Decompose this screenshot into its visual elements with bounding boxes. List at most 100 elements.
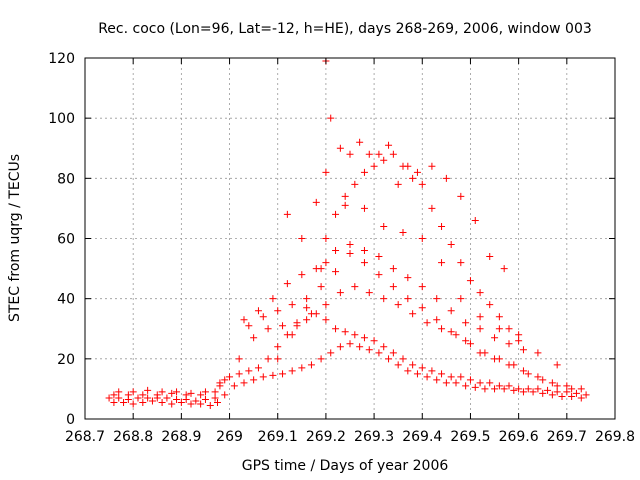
x-tick-label: 269 [216, 429, 243, 445]
data-point [385, 355, 393, 363]
data-point [433, 376, 441, 384]
data-point [582, 391, 590, 399]
data-point [279, 370, 287, 378]
data-point [524, 370, 532, 378]
data-points [105, 57, 590, 409]
data-point [466, 340, 474, 348]
data-point [413, 168, 421, 176]
data-point [298, 271, 306, 279]
data-point [124, 391, 132, 399]
data-point [519, 346, 527, 354]
data-point [486, 253, 494, 261]
data-point [413, 370, 421, 378]
data-point [457, 192, 465, 200]
data-point [428, 162, 436, 170]
data-point [380, 222, 388, 230]
data-point [332, 325, 340, 333]
x-tick-label: 269.3 [354, 429, 394, 445]
data-point [336, 289, 344, 297]
x-axis-label: GPS time / Days of year 2006 [242, 458, 449, 474]
data-point [385, 141, 393, 149]
x-tick-labels: 268.7 268.8 268.9 269 269.1 269.2 269.3 269.4 26… [65, 429, 635, 445]
data-point [336, 343, 344, 351]
data-point [529, 388, 537, 396]
data-point [245, 367, 253, 375]
data-point [341, 328, 349, 336]
data-point [389, 150, 397, 158]
data-point [346, 250, 354, 258]
x-tick-label: 269.5 [450, 429, 490, 445]
data-point [428, 367, 436, 375]
data-point [226, 373, 234, 381]
data-point [158, 388, 166, 396]
data-point [360, 168, 368, 176]
data-point [577, 385, 585, 393]
data-point [563, 382, 571, 390]
data-point [442, 174, 450, 182]
data-point [438, 222, 446, 230]
data-point [322, 168, 330, 176]
data-point [524, 385, 532, 393]
data-point [214, 398, 221, 406]
data-point [235, 370, 243, 378]
data-point [211, 388, 219, 396]
data-point [428, 204, 436, 212]
data-point [409, 361, 417, 369]
data-point [341, 192, 349, 200]
data-point [394, 180, 402, 188]
data-point [491, 355, 499, 363]
data-point [153, 391, 161, 399]
data-point [269, 371, 277, 379]
axis-ticks [84, 57, 616, 420]
data-point [370, 337, 378, 345]
y-tick-label: 60 [57, 232, 75, 248]
data-point [192, 397, 200, 405]
data-point [491, 385, 499, 393]
data-point [322, 301, 330, 309]
data-point [577, 394, 585, 402]
data-point [173, 388, 181, 396]
data-point [346, 150, 354, 158]
data-point [139, 398, 147, 406]
data-point [404, 367, 412, 375]
data-point [351, 331, 359, 339]
x-tick-label: 269.1 [258, 429, 298, 445]
data-point [452, 331, 460, 339]
data-point [375, 349, 383, 357]
data-point [293, 319, 301, 327]
x-tick-label: 269.6 [499, 429, 539, 445]
data-point [539, 389, 547, 397]
data-point [457, 373, 465, 381]
data-point [115, 388, 123, 396]
data-point [365, 289, 373, 297]
data-point [144, 386, 152, 394]
data-point [288, 367, 296, 375]
data-point [471, 216, 479, 224]
data-point [129, 400, 137, 408]
data-point [197, 400, 205, 408]
data-point [375, 271, 383, 279]
data-point [134, 394, 142, 402]
data-point [409, 310, 417, 318]
data-point [447, 328, 455, 336]
data-point [317, 355, 325, 363]
data-point [447, 241, 455, 249]
data-point [346, 340, 354, 348]
data-point [438, 325, 446, 333]
data-point [476, 325, 484, 333]
x-tick-label: 268.8 [113, 429, 153, 445]
data-point [259, 313, 267, 321]
data-point [447, 373, 455, 381]
data-point [515, 331, 523, 339]
data-point [274, 307, 282, 315]
data-point [177, 398, 185, 406]
data-point [129, 388, 137, 396]
data-point [486, 301, 494, 309]
data-point [495, 313, 503, 321]
data-point [264, 325, 272, 333]
data-point [307, 310, 315, 318]
data-point [418, 235, 426, 242]
data-point [447, 307, 455, 315]
data-point [457, 259, 465, 267]
data-point [240, 316, 248, 324]
